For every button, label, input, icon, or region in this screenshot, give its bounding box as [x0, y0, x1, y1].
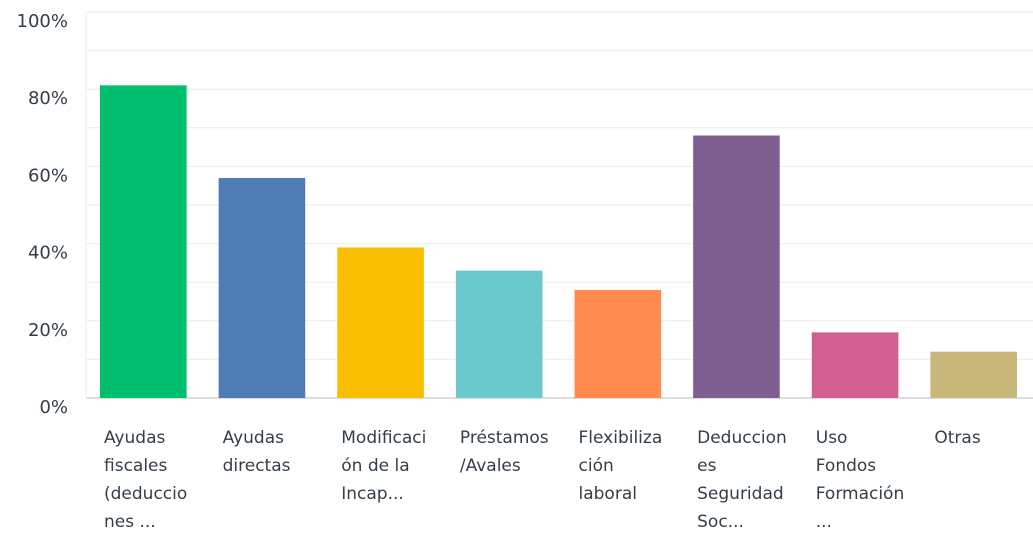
bar [811, 332, 899, 398]
x-tick-label: Otras [934, 428, 981, 448]
bar [693, 135, 780, 398]
bar [100, 85, 187, 398]
x-tick-label: Deducciones Seguridad Soc... [697, 428, 787, 532]
y-tick-label: 60% [28, 165, 68, 186]
y-tick-label: 80% [28, 88, 68, 109]
bar [337, 247, 424, 398]
x-tick-label: Ayudas directas [222, 428, 291, 476]
bar [218, 177, 306, 398]
bar [574, 289, 662, 398]
x-tick-label: Modificación de la Incap... [341, 428, 427, 504]
bar [455, 270, 543, 398]
y-tick-label: 40% [28, 243, 68, 264]
y-tick-label: 0% [39, 397, 68, 418]
x-tick-label: Uso Fondos Formación... [815, 428, 905, 532]
x-tick-label: Préstamos/Avales [459, 428, 549, 476]
bar [930, 351, 1017, 398]
y-tick-label: 100% [17, 11, 68, 32]
x-tick-label: Flexibilización laboral [578, 428, 663, 504]
y-tick-label: 20% [28, 320, 68, 341]
x-tick-label: Ayudas fiscales (deducciones ... [104, 428, 188, 532]
